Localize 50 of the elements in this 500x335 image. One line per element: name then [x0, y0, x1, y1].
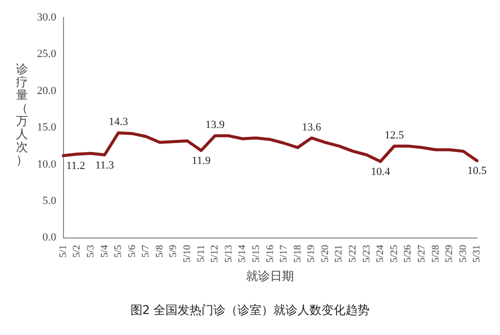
- x-tick-label: 5/27: [416, 244, 428, 263]
- x-tick-label: 5/20: [320, 244, 331, 263]
- x-tick-label: 5/24: [375, 244, 386, 263]
- y-tick-label: 5.0: [42, 195, 57, 208]
- y-tick-label: 30.0: [37, 11, 57, 24]
- y-tick-label: 10.0: [37, 158, 57, 170]
- x-tick-label: 5/25: [388, 244, 400, 263]
- data-label: 10.5: [467, 165, 488, 178]
- x-tick-label: 5/12: [210, 244, 221, 263]
- x-tick-label: 5/7: [140, 244, 152, 258]
- x-tick-label: 5/4: [99, 244, 110, 258]
- data-label: 11.3: [95, 159, 115, 172]
- x-tick-label: 5/9: [168, 244, 180, 258]
- x-tick-label: 5/6: [126, 244, 138, 258]
- y-tick-label: 20.0: [37, 84, 57, 97]
- x-tick-label: 5/28: [430, 244, 442, 263]
- x-tick-label: 5/29: [444, 244, 456, 263]
- data-label: 11.9: [192, 154, 212, 167]
- x-axis-title: 就诊日期: [246, 268, 294, 283]
- x-tick-label: 5/16: [264, 244, 276, 263]
- x-tick-label: 5/26: [402, 244, 414, 263]
- x-tick-label: 5/23: [361, 244, 372, 263]
- data-label: 12.5: [384, 129, 404, 142]
- y-tick-label: 15.0: [37, 122, 57, 134]
- x-tick-label: 5/1: [58, 244, 69, 258]
- x-tick-label: 5/19: [306, 244, 318, 263]
- x-tick-label: 5/8: [154, 244, 166, 258]
- x-tick-label: 5/30: [458, 244, 469, 263]
- data-label: 13.9: [205, 119, 226, 132]
- y-tick-label: 25.0: [37, 48, 57, 60]
- x-tick-label: 5/14: [237, 244, 248, 263]
- x-tick-label: 5/11: [196, 244, 207, 262]
- x-tick-label: 5/17: [278, 244, 290, 263]
- x-tick-label: 5/18: [292, 244, 304, 263]
- data-label: 13.6: [302, 121, 322, 134]
- x-tick-label: 5/5: [113, 244, 124, 258]
- y-tick-label: 0.0: [42, 232, 57, 244]
- x-tick-label: 5/3: [85, 244, 96, 258]
- caption: 图2 全国发热门诊（诊室）就诊人数变化趋势: [129, 302, 371, 319]
- data-label: 10.4: [370, 166, 391, 178]
- x-tick-label: 5/2: [72, 244, 83, 258]
- x-tick-label: 5/22: [348, 244, 358, 263]
- x-tick-label: 5/31: [472, 244, 483, 263]
- x-tick-label: 5/21: [334, 244, 345, 263]
- x-tick-label: 5/10: [182, 244, 193, 263]
- data-label: 14.3: [108, 116, 129, 128]
- x-tick-label: 5/15: [250, 244, 262, 263]
- y-axis-title: 诊疗量（万人次）: [16, 62, 28, 167]
- x-tick-label: 5/13: [223, 244, 234, 263]
- data-label: 11.2: [66, 160, 86, 172]
